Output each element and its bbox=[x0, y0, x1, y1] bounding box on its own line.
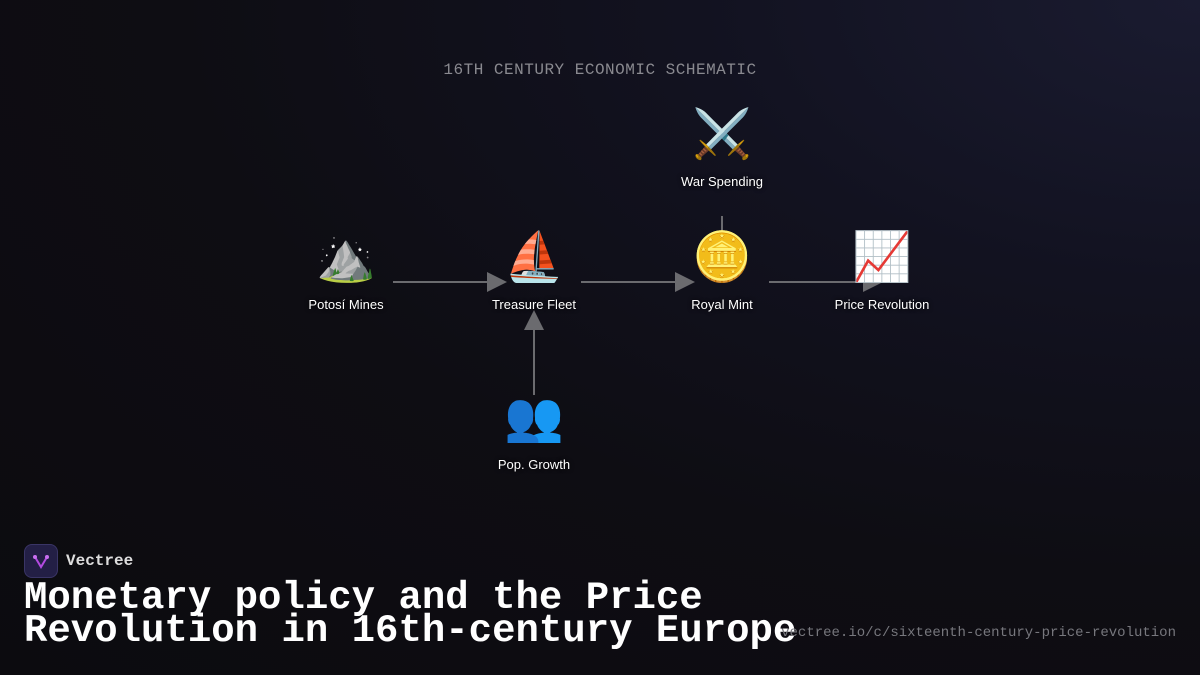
node-label: Price Revolution bbox=[834, 297, 930, 312]
node-price-revolution[interactable]: 📈 Price Revolution bbox=[802, 229, 962, 312]
coin-icon: 🪙 bbox=[692, 229, 752, 285]
node-war-spending[interactable]: ⚔️ War Spending bbox=[642, 106, 802, 189]
vectree-logo-icon bbox=[24, 544, 58, 578]
node-label: War Spending bbox=[681, 174, 763, 189]
node-label: Pop. Growth bbox=[497, 457, 571, 472]
brand-name: Vectree bbox=[66, 552, 134, 570]
sailboat-icon: ⛵ bbox=[504, 229, 564, 285]
people-icon: 👥 bbox=[504, 389, 564, 445]
mountain-icon: ⛰️ bbox=[316, 229, 376, 285]
crossed-swords-icon: ⚔️ bbox=[692, 106, 752, 162]
title-line-2: Revolution in 16th-century Europe bbox=[24, 609, 797, 653]
node-potosi-mines[interactable]: ⛰️ Potosí Mines bbox=[266, 229, 426, 312]
diagram-subtitle: 16TH CENTURY ECONOMIC SCHEMATIC bbox=[443, 61, 757, 79]
node-label: Potosí Mines bbox=[308, 297, 384, 312]
node-label: Royal Mint bbox=[691, 297, 753, 312]
source-url[interactable]: vectree.io/c/sixteenth-century-price-rev… bbox=[781, 625, 1176, 641]
brand[interactable]: Vectree bbox=[24, 544, 133, 578]
node-label: Treasure Fleet bbox=[491, 297, 577, 312]
node-pop-growth[interactable]: 👥 Pop. Growth bbox=[454, 389, 614, 472]
title-line-1: Monetary policy and the Price bbox=[24, 576, 703, 620]
chart-increasing-icon: 📈 bbox=[852, 229, 912, 285]
node-treasure-fleet[interactable]: ⛵ Treasure Fleet bbox=[454, 229, 614, 312]
node-royal-mint[interactable]: 🪙 Royal Mint bbox=[642, 229, 802, 312]
page-title: Monetary policy and the Price Revolution … bbox=[24, 576, 797, 653]
